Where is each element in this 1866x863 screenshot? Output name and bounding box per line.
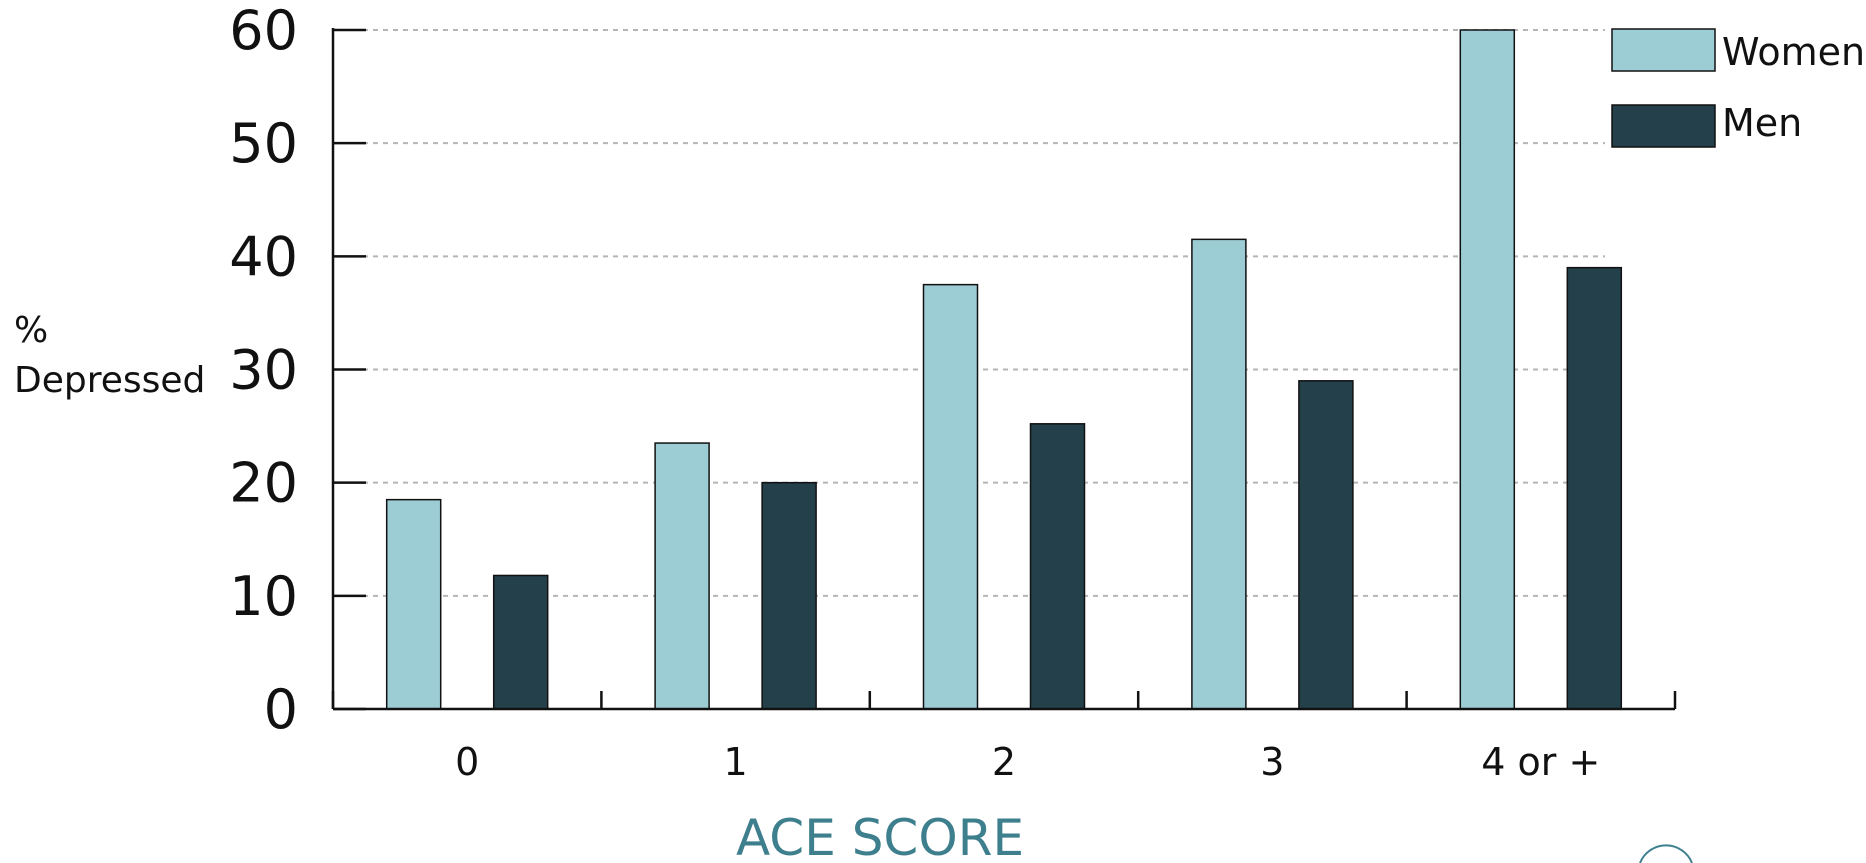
y-tick-label: 10 (229, 565, 298, 628)
bar-men-0 (492, 574, 549, 710)
bar-women-0 (385, 498, 442, 710)
x-tick-labels: 0 1 2 3 4 or + (331, 691, 1677, 784)
logo-fragment-icon (1639, 844, 1693, 863)
y-tick-label: 40 (229, 225, 298, 288)
bar-women-2 (922, 283, 979, 710)
bar-women-3 (1191, 238, 1247, 710)
x-tick-label: 2 (992, 740, 1016, 784)
legend: Women Men (1611, 28, 1865, 148)
y-tick-label: 20 (229, 452, 298, 515)
gridlines (333, 29, 1605, 597)
y-tick-labels: 0 10 20 30 40 50 60 (229, 0, 366, 741)
legend-label-men: Men (1722, 101, 1802, 145)
y-axis-label-line-2: Depressed (14, 360, 205, 401)
bar-men-4 (1566, 266, 1623, 710)
bar-men-3 (1298, 380, 1354, 710)
bar-men-1 (761, 481, 817, 710)
y-tick-label: 60 (229, 0, 298, 62)
x-tick-label: 3 (1260, 740, 1284, 784)
y-axis-label-line-1: % (14, 310, 48, 351)
bar-women-1 (654, 442, 710, 710)
y-tick-label: 0 (264, 678, 298, 741)
legend-label-women: Women (1722, 30, 1865, 74)
bar-men-2 (1029, 423, 1086, 710)
x-tick-label: 0 (455, 740, 479, 784)
y-tick-label: 50 (229, 112, 298, 175)
bars (385, 29, 1623, 710)
x-tick-label: 4 or + (1481, 740, 1600, 784)
legend-swatch-men (1611, 104, 1716, 148)
x-axis-label: ACE SCORE (736, 809, 1024, 863)
y-tick-label: 30 (229, 339, 298, 402)
x-tick-label: 1 (724, 740, 748, 784)
legend-swatch-women (1611, 28, 1716, 72)
bar-women-4 (1459, 29, 1516, 710)
